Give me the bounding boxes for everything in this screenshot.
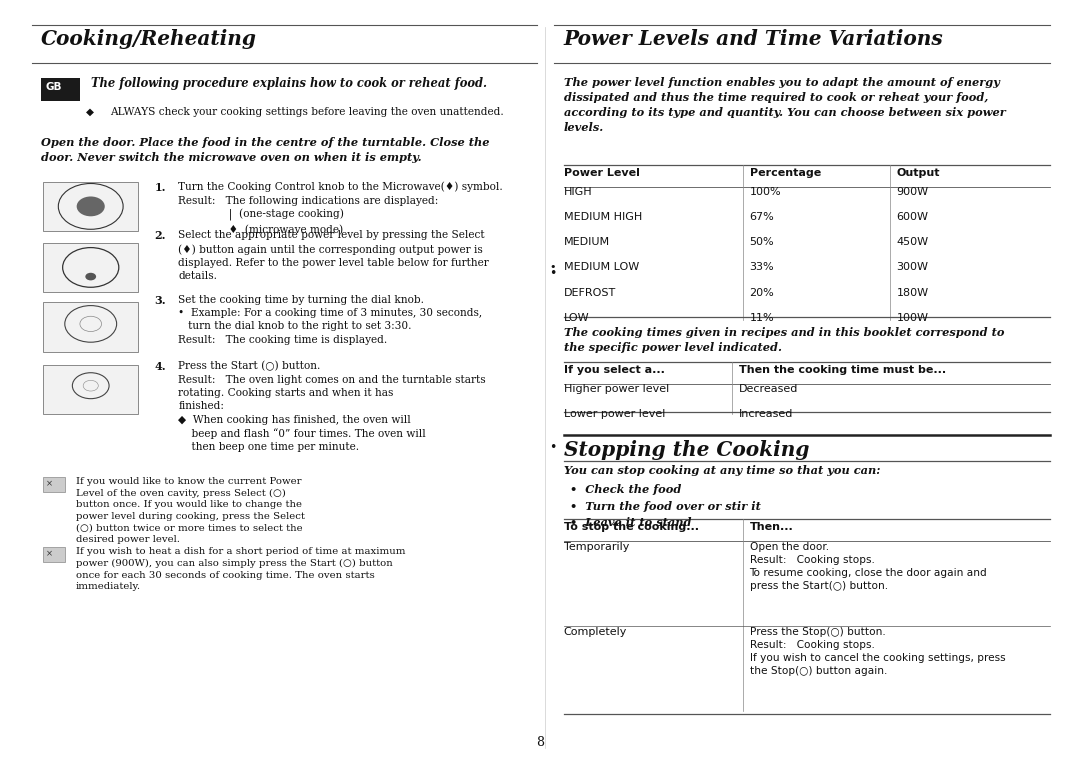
Text: Percentage: Percentage bbox=[750, 168, 821, 178]
Text: •  Check the food: • Check the food bbox=[570, 484, 681, 494]
FancyBboxPatch shape bbox=[43, 243, 138, 292]
Text: The power level function enables you to adapt the amount of energy
dissipated an: The power level function enables you to … bbox=[564, 77, 1005, 134]
Text: Press the Start (○) button.
Result:   The oven light comes on and the turntable : Press the Start (○) button. Result: The … bbox=[178, 361, 486, 452]
Text: LOW: LOW bbox=[564, 313, 590, 323]
Text: ×: × bbox=[45, 549, 52, 559]
Text: Completely: Completely bbox=[564, 626, 627, 636]
FancyBboxPatch shape bbox=[43, 365, 138, 414]
Text: Lower power level: Lower power level bbox=[564, 409, 665, 419]
Text: ◆: ◆ bbox=[86, 107, 94, 117]
Text: If you select a...: If you select a... bbox=[564, 365, 664, 375]
FancyBboxPatch shape bbox=[43, 477, 65, 492]
Text: To stop the cooking...: To stop the cooking... bbox=[564, 522, 699, 532]
Text: HIGH: HIGH bbox=[564, 187, 593, 197]
Text: 50%: 50% bbox=[750, 237, 774, 247]
Text: Power Level: Power Level bbox=[564, 168, 639, 178]
Text: MEDIUM: MEDIUM bbox=[564, 237, 610, 247]
Text: Higher power level: Higher power level bbox=[564, 384, 669, 394]
Text: You can stop cooking at any time so that you can:: You can stop cooking at any time so that… bbox=[564, 465, 880, 476]
Text: MEDIUM LOW: MEDIUM LOW bbox=[564, 262, 639, 272]
Text: Cooking/Reheating: Cooking/Reheating bbox=[41, 29, 257, 49]
Text: Increased: Increased bbox=[739, 409, 793, 419]
Text: 180W: 180W bbox=[896, 288, 929, 298]
Text: 1.: 1. bbox=[154, 182, 166, 192]
Text: 900W: 900W bbox=[896, 187, 929, 197]
Text: Output: Output bbox=[896, 168, 940, 178]
Text: Set the cooking time by turning the dial knob.
•  Example: For a cooking time of: Set the cooking time by turning the dial… bbox=[178, 295, 483, 345]
Text: •: • bbox=[549, 267, 556, 280]
Text: 300W: 300W bbox=[896, 262, 929, 272]
Text: •: • bbox=[550, 262, 556, 272]
Text: ×: × bbox=[45, 479, 52, 488]
Text: Power Levels and Time Variations: Power Levels and Time Variations bbox=[564, 29, 944, 49]
Text: Select the appropriate power level by pressing the Select
(♦) button again until: Select the appropriate power level by pr… bbox=[178, 230, 489, 282]
Text: MEDIUM HIGH: MEDIUM HIGH bbox=[564, 212, 642, 222]
Text: 2.: 2. bbox=[154, 230, 166, 241]
Text: GB: GB bbox=[45, 82, 62, 92]
Text: If you would like to know the current Power
Level of the oven cavity, press Sele: If you would like to know the current Po… bbox=[76, 477, 305, 544]
Text: Open the door.
Result:   Cooking stops.
To resume cooking, close the door again : Open the door. Result: Cooking stops. To… bbox=[750, 542, 987, 591]
FancyBboxPatch shape bbox=[41, 78, 80, 101]
Text: Press the Stop(○) button.
Result:   Cooking stops.
If you wish to cancel the coo: Press the Stop(○) button. Result: Cookin… bbox=[750, 626, 1005, 676]
Text: Then...: Then... bbox=[750, 522, 794, 532]
FancyBboxPatch shape bbox=[43, 547, 65, 562]
Text: 33%: 33% bbox=[750, 262, 774, 272]
Text: ALWAYS check your cooking settings before leaving the oven unattended.: ALWAYS check your cooking settings befor… bbox=[110, 107, 504, 117]
Text: 100W: 100W bbox=[896, 313, 929, 323]
Text: 67%: 67% bbox=[750, 212, 774, 222]
Text: DEFROST: DEFROST bbox=[564, 288, 616, 298]
Text: 450W: 450W bbox=[896, 237, 929, 247]
Text: Then the cooking time must be...: Then the cooking time must be... bbox=[739, 365, 946, 375]
FancyBboxPatch shape bbox=[43, 182, 138, 231]
Text: Open the door. Place the food in the centre of the turntable. Close the
door. Ne: Open the door. Place the food in the cen… bbox=[41, 137, 489, 163]
Text: •  Leave it to stand: • Leave it to stand bbox=[570, 517, 692, 528]
Circle shape bbox=[77, 196, 105, 216]
Text: 8: 8 bbox=[536, 736, 544, 749]
Text: •: • bbox=[549, 441, 556, 454]
Text: 11%: 11% bbox=[750, 313, 774, 323]
Text: The following procedure explains how to cook or reheat food.: The following procedure explains how to … bbox=[91, 77, 487, 90]
Text: 600W: 600W bbox=[896, 212, 929, 222]
Text: Turn the Cooking Control knob to the Microwave(♦) symbol.
Result:   The followin: Turn the Cooking Control knob to the Mic… bbox=[178, 182, 503, 235]
Text: •  Turn the food over or stir it: • Turn the food over or stir it bbox=[570, 501, 761, 511]
Text: 3.: 3. bbox=[154, 295, 166, 305]
Text: Temporarily: Temporarily bbox=[564, 542, 630, 552]
Text: 4.: 4. bbox=[154, 361, 166, 372]
Circle shape bbox=[85, 272, 96, 280]
Text: 20%: 20% bbox=[750, 288, 774, 298]
Text: Stopping the Cooking: Stopping the Cooking bbox=[564, 440, 809, 460]
FancyBboxPatch shape bbox=[43, 302, 138, 352]
Text: 100%: 100% bbox=[750, 187, 781, 197]
Text: Decreased: Decreased bbox=[739, 384, 798, 394]
Text: The cooking times given in recipes and in this booklet correspond to
the specifi: The cooking times given in recipes and i… bbox=[564, 327, 1004, 353]
Text: If you wish to heat a dish for a short period of time at maximum
power (900W), y: If you wish to heat a dish for a short p… bbox=[76, 547, 405, 591]
